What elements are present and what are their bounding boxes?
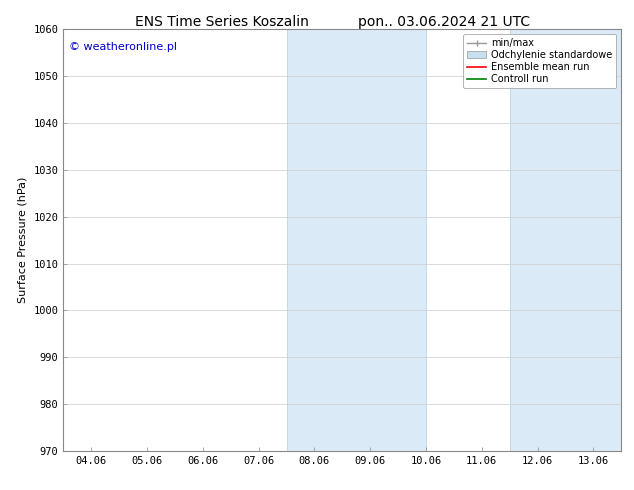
Y-axis label: Surface Pressure (hPa): Surface Pressure (hPa) bbox=[18, 177, 28, 303]
Legend: min/max, Odchylenie standardowe, Ensemble mean run, Controll run: min/max, Odchylenie standardowe, Ensembl… bbox=[463, 34, 616, 88]
Bar bbox=[510, 29, 621, 451]
Text: © weatheronline.pl: © weatheronline.pl bbox=[69, 42, 177, 52]
Text: pon.. 03.06.2024 21 UTC: pon.. 03.06.2024 21 UTC bbox=[358, 15, 530, 29]
Bar bbox=[287, 29, 426, 451]
Text: ENS Time Series Koszalin: ENS Time Series Koszalin bbox=[135, 15, 309, 29]
